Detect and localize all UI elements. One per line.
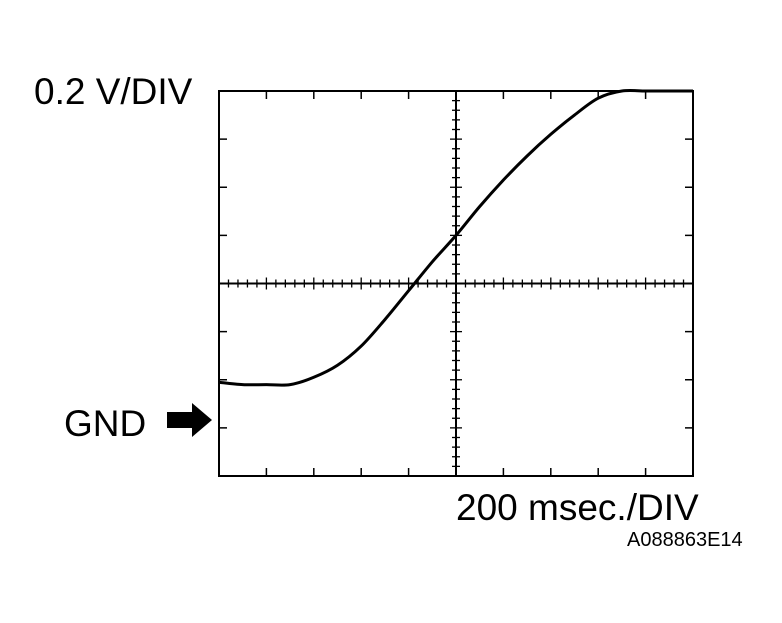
right-arrow-icon <box>167 403 212 437</box>
signal-trace <box>218 88 694 387</box>
figure-code: A088863E14 <box>627 529 743 551</box>
ground-marker-label: GND <box>64 403 147 444</box>
vertical-scale-label: 0.2 V/DIV <box>34 71 193 112</box>
horizontal-scale-label: 200 msec./DIV <box>456 487 699 528</box>
